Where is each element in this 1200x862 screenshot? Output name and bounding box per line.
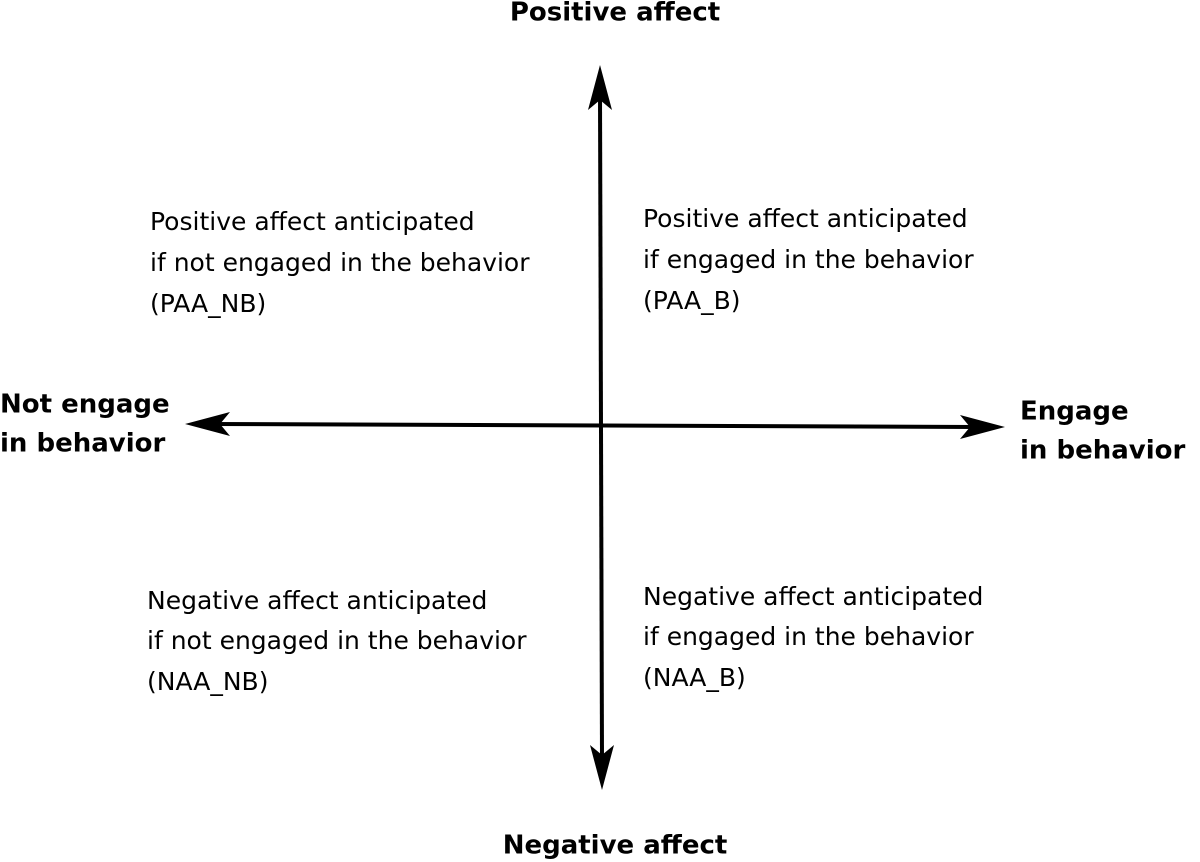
quadrant-text: Negative affect anticipated [147,586,487,615]
left-axis-label: in behavior [0,429,165,459]
quadrant-text: Positive affect anticipated [643,204,968,233]
quadrant-text: (PAA_B) [643,286,741,315]
quadrant-text: if engaged in the behavior [643,622,974,651]
quadrant-text: (NAA_NB) [147,667,268,696]
top-axis-label: Positive affect [510,0,720,28]
arrow-head-down [590,745,614,790]
bottom-axis-label: Negative affect [503,831,728,861]
quadrant-text: (NAA_B) [643,663,746,692]
left-axis-label: Not engage [0,390,170,420]
quadrant-text: Positive affect anticipated [150,207,475,236]
quadrant-text: if not engaged in the behavior [150,248,530,277]
arrow-head-left [185,412,230,436]
arrow-head-up [588,65,612,110]
right-axis-label: in behavior [1020,436,1185,466]
quadrant-text: Negative affect anticipated [643,582,983,611]
quadrant-text: if engaged in the behavior [643,245,974,274]
quadrant-text: (PAA_NB) [150,289,266,318]
arrow-head-right [960,415,1005,439]
right-axis-label: Engage [1020,397,1129,427]
quadrant-text: if not engaged in the behavior [147,626,527,655]
horizontal-axis [209,422,976,429]
